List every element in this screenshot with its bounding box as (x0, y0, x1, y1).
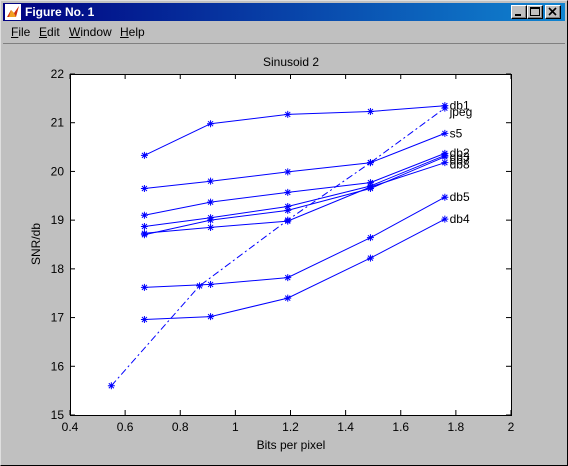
x-tick-label: 2 (508, 420, 515, 434)
data-point-s5 (284, 168, 292, 176)
data-point-db4 (366, 254, 374, 262)
x-axis-label: Bits per pixel (257, 438, 326, 452)
y-tick-label: 17 (51, 311, 65, 325)
data-point-db2 (207, 198, 215, 206)
data-point-db4 (441, 215, 449, 223)
annotation-db2: db2 (450, 146, 470, 160)
y-tick-label: 21 (51, 116, 65, 130)
menu-window[interactable]: Window (69, 25, 112, 39)
window-title: Figure No. 1 (25, 5, 95, 19)
menu-help[interactable]: Help (120, 25, 145, 39)
data-point-db5 (140, 283, 148, 291)
data-point-db1 (284, 110, 292, 118)
annotation-jpeg: jpeg (449, 105, 473, 119)
y-tick-label: 18 (51, 262, 65, 276)
maximize-icon (530, 7, 540, 16)
axes-area (70, 74, 511, 415)
y-tick-label: 22 (51, 67, 65, 81)
data-point-db1 (207, 120, 215, 128)
x-tick-label: 1.6 (392, 420, 409, 434)
data-point-s5 (140, 184, 148, 192)
close-icon (548, 7, 557, 16)
data-point-db2 (140, 211, 148, 219)
data-point-db8 (284, 217, 292, 225)
annotation-s5: s5 (450, 126, 463, 140)
axes-frame (70, 74, 512, 416)
x-tick-label: 0.8 (172, 420, 189, 434)
annotation-db3: db3 (450, 150, 470, 164)
figure-canvas: Sinusoid 2 Bits per pixel SNR/db 0.4 0.6 0… (3, 43, 565, 465)
menu-edit[interactable]: Edit (39, 25, 60, 39)
annotation-db4: db4 (450, 212, 470, 226)
data-point-jpeg (107, 382, 115, 390)
x-tick-label: 1.4 (337, 420, 354, 434)
y-tick-label: 19 (51, 213, 65, 227)
data-point-db4 (207, 313, 215, 321)
annotation-db7: db7 (450, 154, 470, 168)
minimize-icon (515, 14, 521, 16)
matlab-logo-icon (5, 4, 21, 20)
x-tick-label: 1.2 (282, 420, 299, 434)
x-tick-label: 1.8 (448, 420, 465, 434)
data-point-db7 (284, 206, 292, 214)
data-point-db3 (140, 222, 148, 230)
data-point-db3 (284, 203, 292, 211)
x-tick-label: 0.4 (62, 420, 79, 434)
sinusoid-plot: Sinusoid 2 Bits per pixel SNR/db 0.4 0.6 0… (29, 55, 515, 452)
annotation-db1: db1 (450, 99, 470, 113)
y-tick-label: 20 (51, 164, 65, 178)
data-point-s5 (207, 177, 215, 185)
data-point-db2 (284, 188, 292, 196)
data-point-db5 (366, 234, 374, 242)
close-button[interactable] (545, 5, 561, 19)
data-point-db8 (207, 223, 215, 231)
data-point-db8 (366, 183, 374, 191)
data-point-jpeg (441, 104, 449, 112)
data-point-db1 (366, 108, 374, 116)
data-point-db8 (140, 229, 148, 237)
data-point-db7 (207, 216, 215, 224)
annotation-db8: db8 (450, 158, 470, 172)
y-tick-label: 15 (51, 408, 65, 422)
data-point-db7 (441, 153, 449, 161)
minimize-button[interactable] (511, 5, 527, 19)
data-point-jpeg (196, 282, 204, 290)
data-point-s5 (441, 129, 449, 137)
data-point-db4 (140, 316, 148, 324)
x-tick-label: 1 (232, 420, 239, 434)
title-bar[interactable]: Figure No. 1 (3, 3, 565, 21)
menu-file[interactable]: File (11, 25, 31, 39)
menu-bar: File Edit Window Help (3, 23, 565, 42)
data-point-db5 (284, 274, 292, 282)
annotation-db5: db5 (450, 190, 470, 204)
data-point-s5 (366, 159, 374, 167)
x-tick-label: 0.6 (117, 420, 134, 434)
maximize-button[interactable] (527, 5, 543, 19)
y-axis-label: SNR/db (29, 223, 43, 265)
data-point-db5 (207, 280, 215, 288)
data-point-db4 (284, 294, 292, 302)
data-point-db8 (441, 159, 449, 167)
chart-title: Sinusoid 2 (263, 55, 319, 69)
y-tick-label: 16 (51, 359, 65, 373)
data-point-db1 (140, 151, 148, 159)
data-point-db5 (441, 193, 449, 201)
